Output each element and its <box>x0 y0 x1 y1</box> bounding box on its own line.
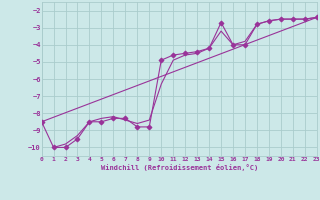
X-axis label: Windchill (Refroidissement éolien,°C): Windchill (Refroidissement éolien,°C) <box>100 164 258 171</box>
Point <box>87 120 92 123</box>
Point <box>302 18 308 21</box>
Point <box>266 19 271 22</box>
Point <box>63 146 68 149</box>
Point <box>75 137 80 140</box>
Point <box>314 16 319 19</box>
Point <box>147 125 152 129</box>
Point <box>39 120 44 123</box>
Point <box>111 117 116 120</box>
Point <box>290 18 295 21</box>
Point <box>99 120 104 123</box>
Point <box>206 47 212 50</box>
Point <box>230 43 236 46</box>
Point <box>123 117 128 120</box>
Point <box>171 53 176 57</box>
Point <box>135 125 140 129</box>
Point <box>183 52 188 55</box>
Point <box>159 59 164 62</box>
Point <box>219 21 224 24</box>
Point <box>278 18 284 21</box>
Point <box>51 146 56 149</box>
Point <box>195 50 200 53</box>
Point <box>254 23 260 26</box>
Point <box>243 43 248 46</box>
